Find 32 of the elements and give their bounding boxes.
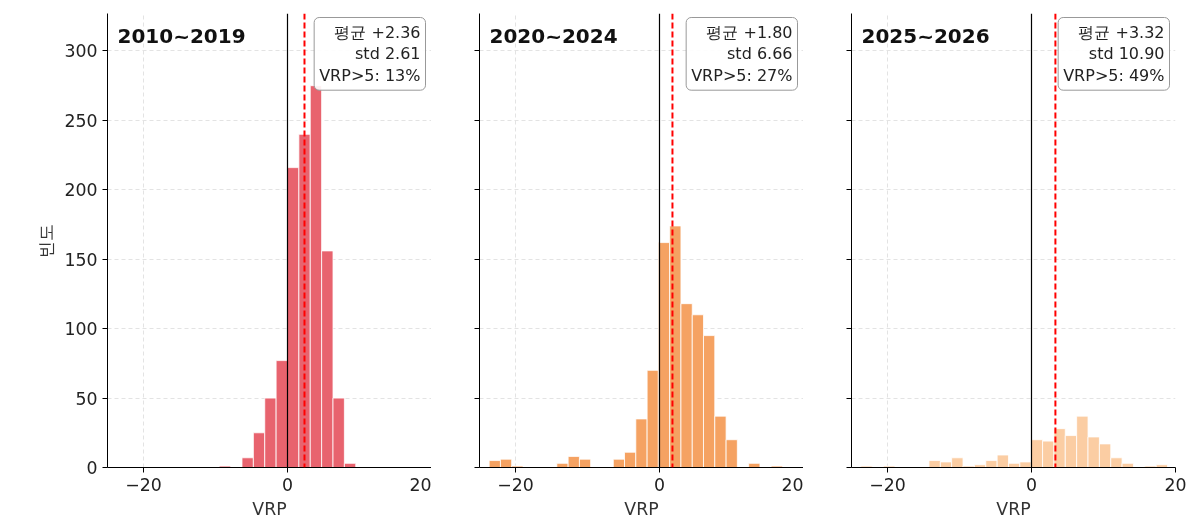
x-tick-label: 20 (781, 474, 804, 495)
x-tick-label: 20 (409, 474, 432, 495)
annotation: 평균 +1.80 (706, 22, 793, 42)
x-tick-label: 0 (1025, 474, 1038, 495)
annotation: std 2.61 (355, 44, 421, 64)
text: 2025~2026 (861, 23, 990, 48)
annotation: std 6.66 (727, 44, 793, 64)
x-axis-title: VRP (624, 498, 659, 519)
y-tick-label: 200 (64, 180, 98, 201)
text: 2020~2024 (489, 23, 618, 48)
y-tick-label: 300 (64, 41, 98, 62)
annotation: VRP>5: 27% (691, 66, 793, 86)
x-tick-label: −20 (869, 474, 906, 495)
y-axis-title: 빈도 (36, 223, 57, 258)
x-tick-label: 20 (1164, 474, 1187, 495)
x-tick-label: 0 (281, 474, 294, 495)
x-axis-title: VRP (252, 498, 287, 519)
y-tick-label: 50 (75, 388, 98, 409)
annotation: 평균 +2.36 (334, 22, 421, 42)
annotation: VRP>5: 13% (319, 66, 421, 86)
y-tick-label: 250 (64, 110, 98, 131)
x-axis-title: VRP (996, 498, 1031, 519)
y-tick-label: 0 (86, 458, 98, 478)
annotation: std 10.90 (1088, 44, 1165, 64)
y-tick-label: 150 (64, 249, 98, 270)
text: 2010~2019 (117, 23, 246, 48)
y-tick-label: 100 (64, 319, 98, 340)
x-tick-label: −20 (497, 474, 534, 495)
annotation: 평균 +3.32 (1078, 22, 1165, 42)
x-tick-label: 0 (653, 474, 666, 495)
annotation: VRP>5: 49% (1063, 66, 1165, 86)
x-tick-label: −20 (125, 474, 162, 495)
